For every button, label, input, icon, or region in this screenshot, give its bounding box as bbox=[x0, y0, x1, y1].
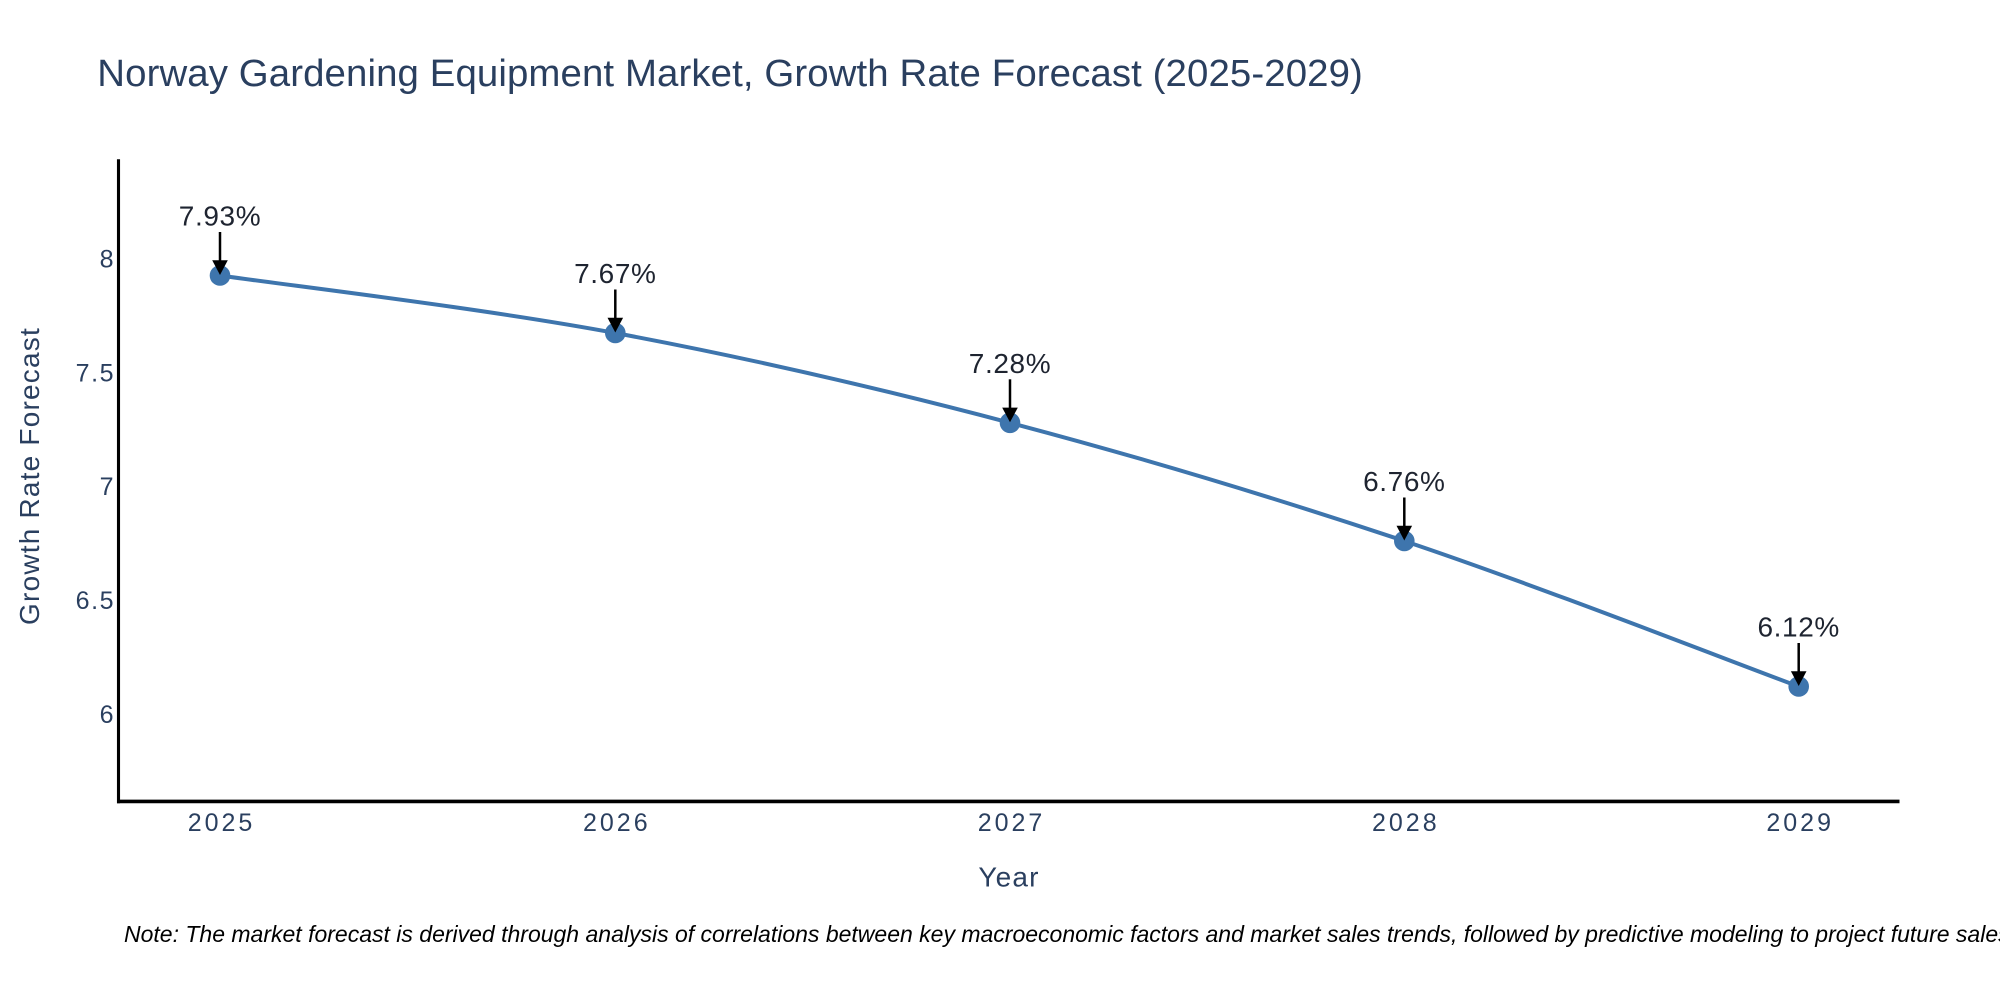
svg-text:7: 7 bbox=[100, 473, 116, 501]
svg-text:Growth Rate Forecast: Growth Rate Forecast bbox=[14, 327, 45, 625]
svg-text:7.5: 7.5 bbox=[76, 359, 116, 387]
svg-text:Note: The market forecast is d: Note: The market forecast is derived thr… bbox=[124, 921, 2000, 947]
svg-text:8: 8 bbox=[100, 245, 116, 273]
svg-text:7.67%: 7.67% bbox=[574, 258, 656, 289]
svg-text:7.93%: 7.93% bbox=[179, 201, 261, 232]
svg-text:2026: 2026 bbox=[583, 809, 651, 837]
svg-text:6.12%: 6.12% bbox=[1757, 612, 1839, 643]
svg-text:Year: Year bbox=[978, 862, 1039, 893]
svg-text:2027: 2027 bbox=[978, 809, 1046, 837]
svg-text:6.5: 6.5 bbox=[76, 587, 116, 615]
svg-text:2028: 2028 bbox=[1372, 809, 1440, 837]
svg-text:7.28%: 7.28% bbox=[969, 348, 1051, 379]
svg-text:6: 6 bbox=[100, 701, 116, 729]
svg-text:2025: 2025 bbox=[188, 809, 256, 837]
svg-text:Norway Gardening Equipment Mar: Norway Gardening Equipment Market, Growt… bbox=[97, 52, 1363, 95]
svg-text:2029: 2029 bbox=[1766, 809, 1834, 837]
svg-text:6.76%: 6.76% bbox=[1363, 466, 1445, 497]
